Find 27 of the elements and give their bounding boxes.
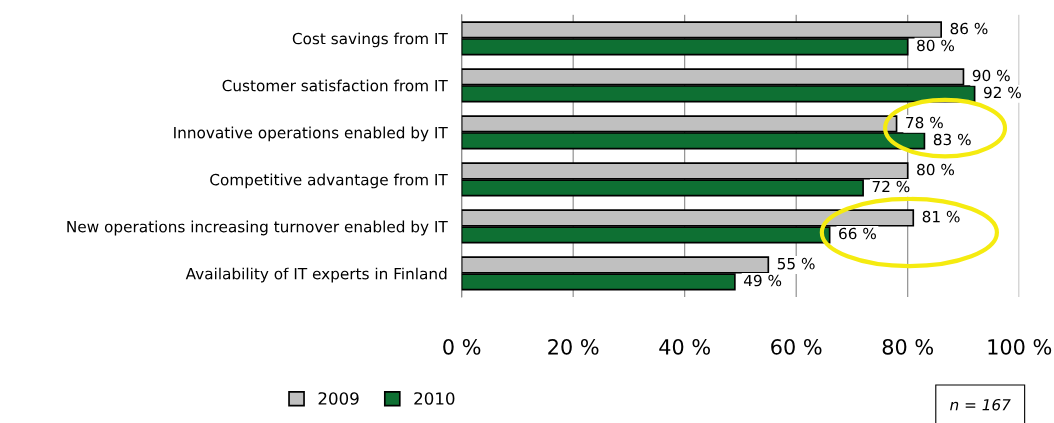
data-label: 80 % <box>917 163 955 176</box>
data-label: 49 % <box>743 274 782 287</box>
data-label: 66 % <box>839 227 876 240</box>
data-label: 55 % <box>777 257 815 270</box>
y-tick-label: Cost savings from IT <box>292 32 448 48</box>
data-label: 83 % <box>933 133 971 146</box>
x-tick-label: 20 % <box>548 338 599 355</box>
y-tick-label: New operations increasing turnover enabled by IT <box>67 220 448 236</box>
data-label: 92 % <box>983 86 1021 99</box>
text: n = 167 <box>950 398 1011 411</box>
x-tick-label: 0 % <box>443 338 481 355</box>
y-tick-label: Customer satisfaction from IT <box>222 79 448 92</box>
x-tick-label: 100 % <box>988 338 1052 355</box>
x-tick-label: 60 % <box>771 338 822 355</box>
x-tick-label: 40 % <box>659 338 710 355</box>
y-tick-label: Competitive advantage from IT <box>210 173 448 189</box>
y-tick-label: Availability of IT experts in Finland <box>185 267 447 283</box>
data-label: 72 % <box>872 180 910 193</box>
data-label: 86 % <box>950 22 988 35</box>
x-tick-label: 80 % <box>882 338 934 355</box>
data-label: 80 % <box>917 39 955 52</box>
legend-label: 2009 <box>318 392 359 405</box>
data-label: 81 % <box>922 210 960 223</box>
legend-label: 2010 <box>414 392 455 405</box>
data-label: 90 % <box>972 69 1010 82</box>
y-tick-label: Innovative operations enabled by IT <box>174 126 448 142</box>
data-label: 78 % <box>906 116 943 129</box>
